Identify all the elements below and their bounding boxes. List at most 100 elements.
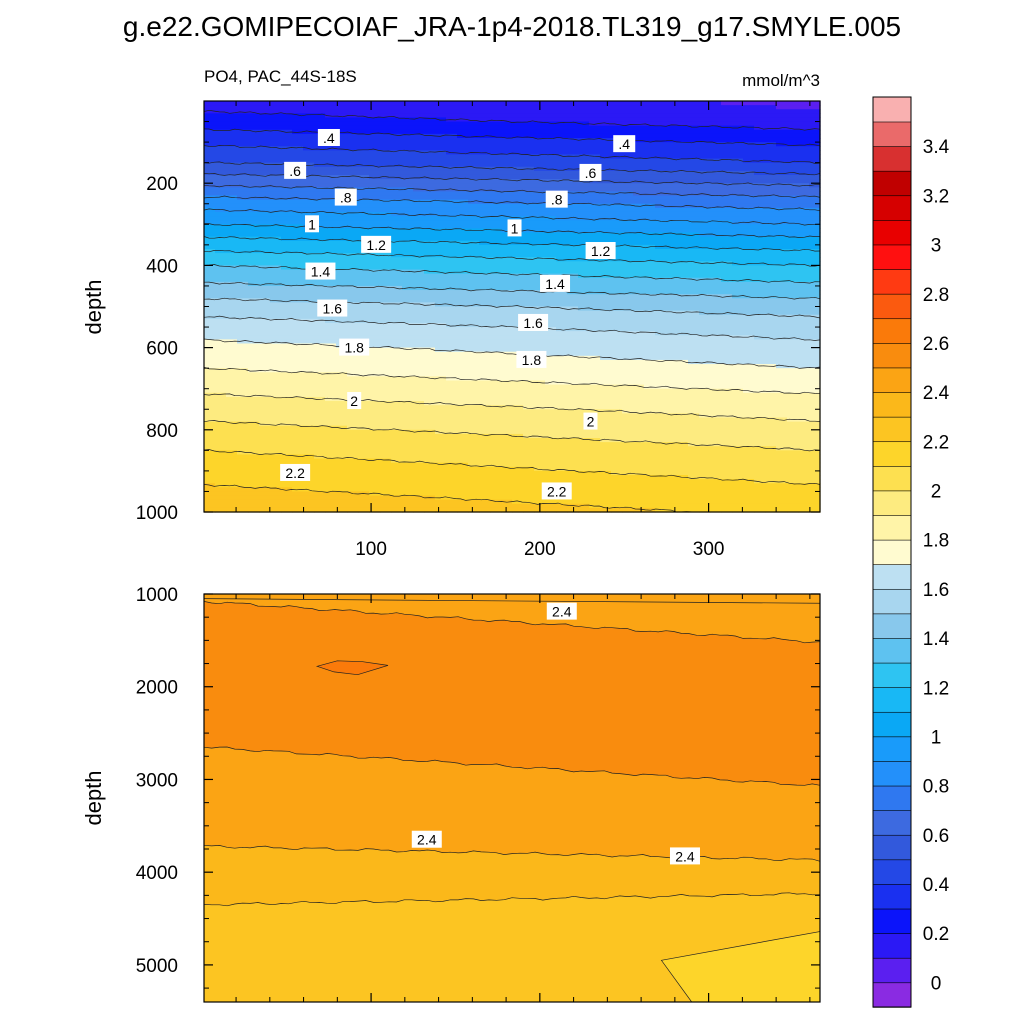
top-fill-cell [446, 331, 458, 336]
top-fill-cell [622, 470, 634, 476]
top-fill-cell [413, 425, 425, 431]
top-fill-cell [358, 273, 370, 279]
top-fill-cell [303, 314, 315, 320]
top-fill-cell [512, 495, 524, 501]
top-fill-cell [325, 285, 337, 291]
top-fill-cell [666, 425, 678, 431]
top-fill-cell [644, 281, 656, 287]
top-fill-cell [270, 195, 282, 201]
top-fill-cell [534, 438, 546, 443]
top-fill-cell [347, 507, 359, 513]
top-fill-cell [369, 290, 381, 295]
top-fill-cell [226, 273, 238, 279]
top-fill-cell [622, 433, 634, 439]
top-fill-cell [479, 162, 491, 168]
top-fill-cell [501, 454, 513, 460]
top-fill-cell [413, 306, 425, 312]
top-fill-cell [611, 503, 623, 509]
top-fill-cell [457, 109, 469, 114]
top-fill-cell [633, 265, 645, 271]
top-fill-cell [589, 343, 601, 349]
top-fill-cell [501, 166, 513, 172]
top-fill-cell [523, 228, 535, 234]
top-fill-cell [413, 216, 425, 221]
top-fill-cell [215, 421, 227, 427]
top-fill-cell [479, 351, 491, 357]
top-fill-cell [567, 392, 579, 398]
top-fill-cell [270, 351, 282, 357]
top-fill-cell [314, 220, 326, 225]
top-fill-cell [259, 101, 271, 106]
top-fill-cell [611, 364, 623, 369]
top-fill-cell [721, 244, 733, 250]
top-fill-cell [314, 187, 326, 193]
top-fill-cell [655, 327, 667, 332]
top-fill-cell [490, 413, 502, 419]
top-fill-cell [270, 162, 282, 168]
top-fill-cell [666, 113, 678, 119]
top-fill-cell [644, 158, 656, 164]
top-fill-cell [556, 257, 568, 262]
top-fill-cell [237, 491, 249, 497]
top-fill-cell [534, 150, 546, 156]
top-fill-cell [589, 195, 601, 201]
top-fill-cell [446, 228, 458, 234]
top-fill-cell [721, 129, 733, 135]
top-fill-cell [237, 392, 249, 398]
top-fill-cell [314, 121, 326, 127]
top-fill-cell [490, 183, 502, 188]
top-fill-cell [457, 417, 469, 423]
top-fill-cell [655, 429, 667, 435]
top-fill-cell [479, 462, 491, 468]
top-fill-cell [402, 137, 414, 143]
top-fill-cell [402, 376, 414, 382]
top-fill-cell [369, 166, 381, 172]
top-fill-cell [699, 429, 711, 435]
top-fill-cell [578, 191, 590, 197]
top-fill-cell [468, 347, 480, 353]
top-fill-cell [259, 306, 271, 312]
top-fill-cell [710, 150, 722, 156]
top-fill-cell [446, 290, 458, 295]
top-fill-cell [644, 438, 656, 443]
top-fill-cell [259, 438, 271, 443]
top-fill-cell [644, 401, 656, 406]
top-fill-cell [314, 507, 326, 513]
top-fill-cell [710, 125, 722, 131]
top-fill-cell [270, 413, 282, 419]
top-fill-cell [721, 466, 733, 472]
top-fill-cell [391, 376, 403, 382]
top-fill-cell [237, 499, 249, 505]
top-fill-cell [248, 146, 260, 151]
top-fill-cell [589, 146, 601, 151]
top-fill-cell [567, 285, 579, 291]
top-fill-cell [721, 409, 733, 414]
top-fill-cell [545, 150, 557, 156]
top-fill-cell [292, 446, 304, 451]
top-fill-cell [204, 425, 216, 431]
top-fill-cell [501, 121, 513, 127]
top-fill-cell [424, 380, 436, 386]
top-fill-cell [611, 281, 623, 287]
top-fill-cell [457, 347, 469, 353]
top-fill-cell [666, 355, 678, 361]
top-fill-cell [226, 368, 238, 373]
top-fill-cell [347, 438, 359, 443]
top-fill-cell [435, 195, 447, 201]
top-fill-cell [523, 211, 535, 217]
top-fill-cell [358, 413, 370, 419]
top-fill-cell [281, 109, 293, 114]
top-fill-cell [281, 376, 293, 382]
top-fill-cell [699, 401, 711, 406]
top-fill-cell [248, 347, 260, 353]
top-fill-cell [446, 507, 458, 513]
top-fill-cell [523, 454, 535, 460]
top-fill-cell [380, 318, 392, 324]
top-fill-cell [237, 174, 249, 180]
top-fill-cell [226, 475, 238, 480]
top-fill-cell [699, 425, 711, 431]
top-fill-cell [688, 318, 700, 324]
top-fill-cell [391, 170, 403, 176]
top-fill-cell [479, 327, 491, 332]
top-fill-cell [556, 343, 568, 349]
